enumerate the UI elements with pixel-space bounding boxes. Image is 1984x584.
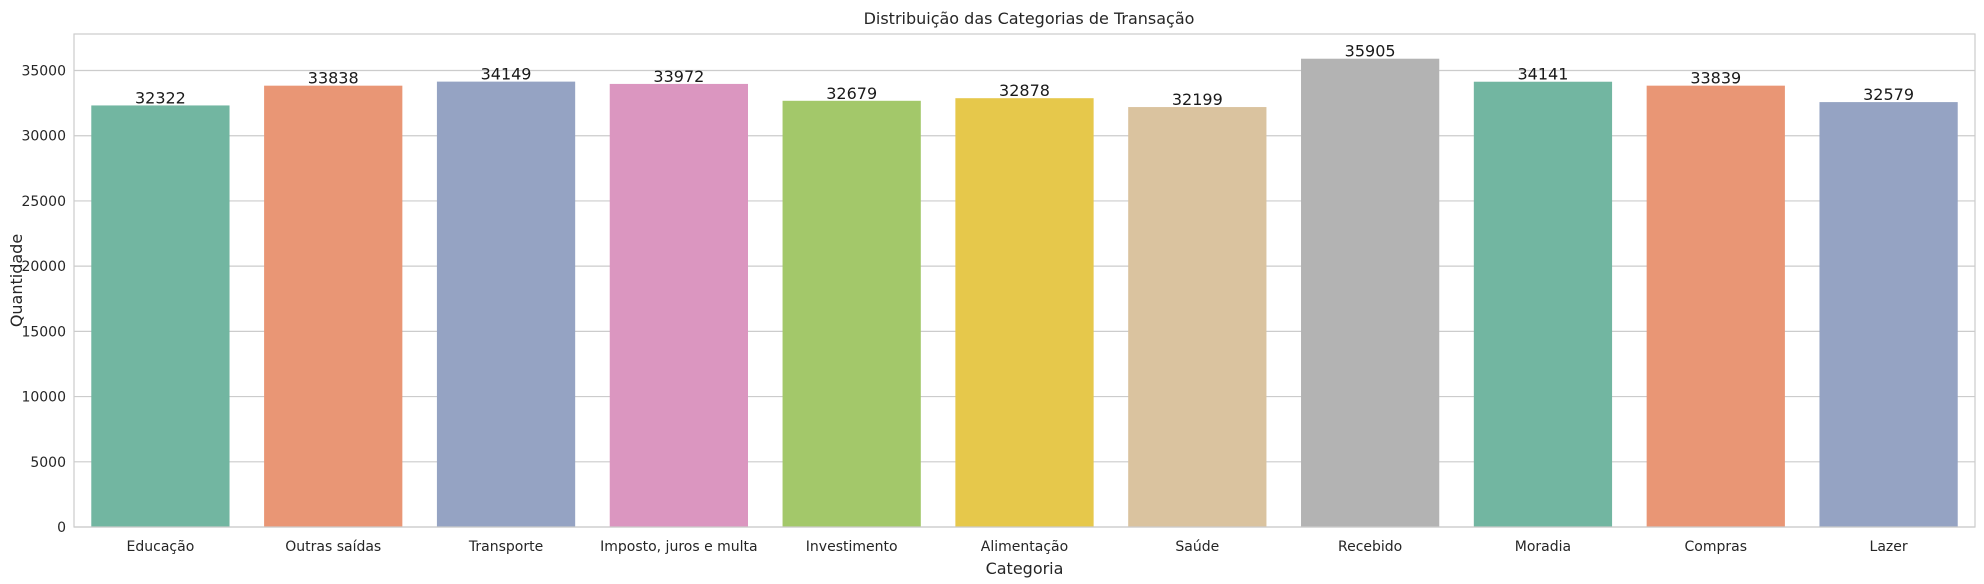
data-label: 35905 <box>1345 42 1396 61</box>
y-tick-label: 10000 <box>21 390 66 406</box>
x-tick-label: Recebido <box>1338 539 1402 555</box>
x-axis-title: Categoria <box>986 559 1064 578</box>
bar <box>609 83 748 528</box>
bar <box>955 98 1094 527</box>
data-label: 33839 <box>1690 69 1741 88</box>
y-tick-label: 30000 <box>21 129 66 145</box>
x-tick-label: Outras saídas <box>285 539 381 555</box>
x-tick-label: Moradia <box>1515 539 1571 555</box>
x-axis-ticks: Educação Outras saídas Transporte Imposto, … <box>127 539 1908 555</box>
bar <box>1473 81 1613 528</box>
data-labels: 32322 33838 34149 33972 32679 32878 32199 35905… <box>135 42 1914 109</box>
data-label: 34149 <box>481 65 532 84</box>
chart-title: Distribuição das Categorias de Transação <box>864 9 1195 28</box>
x-tick-label: Investimento <box>806 539 898 555</box>
y-tick-label: 35000 <box>21 64 66 80</box>
x-tick-label: Alimentação <box>981 539 1068 555</box>
x-tick-label: Saúde <box>1175 539 1219 555</box>
bars <box>91 58 1958 528</box>
x-tick-label: Transporte <box>468 539 543 555</box>
bar <box>1819 102 1958 527</box>
bar <box>1301 58 1440 527</box>
data-label: 32679 <box>826 84 877 103</box>
y-tick-label: 0 <box>57 520 66 536</box>
plot-frame <box>73 33 1976 528</box>
y-tick-label: 25000 <box>21 194 66 210</box>
x-tick-label: Lazer <box>1870 539 1908 555</box>
bar <box>264 85 403 527</box>
y-tick-label: 20000 <box>21 259 66 275</box>
data-label: 33972 <box>653 67 704 86</box>
y-tick-label: 5000 <box>30 455 66 471</box>
bar <box>1128 107 1267 527</box>
bar <box>436 81 576 527</box>
x-tick-label: Imposto, juros e multa <box>600 539 758 555</box>
data-label: 32579 <box>1863 85 1914 104</box>
y-axis-ticks: 0 5000 10000 15000 20000 25000 30000 35000 <box>21 64 66 536</box>
x-tick-label: Educação <box>127 539 195 555</box>
data-label: 33838 <box>308 69 359 88</box>
bar <box>782 100 921 527</box>
bar <box>91 105 230 528</box>
bar <box>1646 85 1785 528</box>
x-tick-label: Compras <box>1685 539 1748 555</box>
data-label: 32322 <box>135 88 186 107</box>
y-axis-title: Quantidade <box>7 234 26 327</box>
y-tick-label: 15000 <box>21 324 66 340</box>
data-label: 32878 <box>999 81 1050 100</box>
data-label: 34141 <box>1518 65 1569 84</box>
data-label: 32199 <box>1172 90 1223 109</box>
